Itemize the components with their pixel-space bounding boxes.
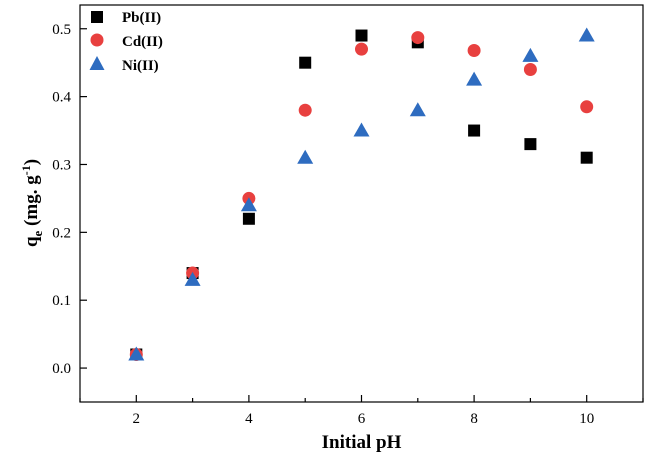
- point-niii: [409, 102, 426, 117]
- point-niii: [184, 271, 201, 286]
- point-niii: [297, 149, 314, 164]
- y-tick-label: 0.5: [52, 22, 71, 38]
- point-cdii: [298, 103, 312, 117]
- data-points: [128, 27, 595, 361]
- y-tick-label: 0.2: [52, 225, 71, 241]
- x-tick-label: 6: [358, 411, 366, 427]
- x-tick-label: 10: [579, 411, 594, 427]
- point-niii: [466, 71, 483, 86]
- y-tick-label: 0.4: [52, 90, 71, 106]
- legend-label-cd: Cd(II): [122, 34, 163, 50]
- y-axis-ticks: 0.0 0.1 0.2 0.3 0.4 0.5: [52, 22, 87, 377]
- y-axis-title: qe (mg. g-1): [19, 159, 45, 247]
- point-niii: [240, 197, 257, 212]
- point-cdii: [467, 43, 481, 57]
- x-axis-ticks: 2 4 6 8 10: [79, 395, 644, 427]
- point-cdii: [580, 100, 594, 114]
- y-tick-label: 0.3: [52, 157, 71, 173]
- legend-marker-cd: [90, 33, 104, 47]
- point-niii: [578, 27, 595, 42]
- point-pbii: [242, 212, 255, 225]
- point-niii: [128, 346, 145, 361]
- y-tick-label: 0.0: [52, 361, 71, 377]
- point-pbii: [524, 138, 537, 151]
- plot-area: [79, 4, 644, 403]
- point-pbii: [580, 151, 593, 164]
- y-axis-title-sup: -1: [19, 165, 33, 175]
- point-niii: [353, 122, 370, 137]
- y-axis-title-unit: (mg. g: [21, 175, 42, 231]
- point-niii: [522, 47, 539, 62]
- legend-label-pb: Pb(II): [122, 10, 161, 26]
- point-pbii: [468, 124, 481, 137]
- x-tick-label: 4: [245, 411, 253, 427]
- legend: Pb(II) Cd(II) Ni(II): [89, 10, 163, 74]
- y-tick-label: 0.1: [52, 293, 71, 309]
- point-pbii: [299, 56, 312, 69]
- point-cdii: [355, 42, 368, 56]
- legend-label-ni: Ni(II): [122, 58, 159, 74]
- legend-marker-pb: [91, 11, 103, 23]
- point-cdii: [411, 31, 425, 45]
- y-axis-title-sub: e: [30, 230, 45, 236]
- point-pbii: [355, 29, 368, 42]
- y-axis-title-close: ): [21, 159, 42, 165]
- x-tick-label: 8: [470, 411, 478, 427]
- point-cdii: [523, 62, 537, 76]
- x-tick-label: 2: [133, 411, 141, 427]
- x-axis-title: Initial pH: [322, 432, 402, 453]
- y-axis-title-main: q: [21, 236, 42, 247]
- legend-marker-ni: [89, 56, 105, 70]
